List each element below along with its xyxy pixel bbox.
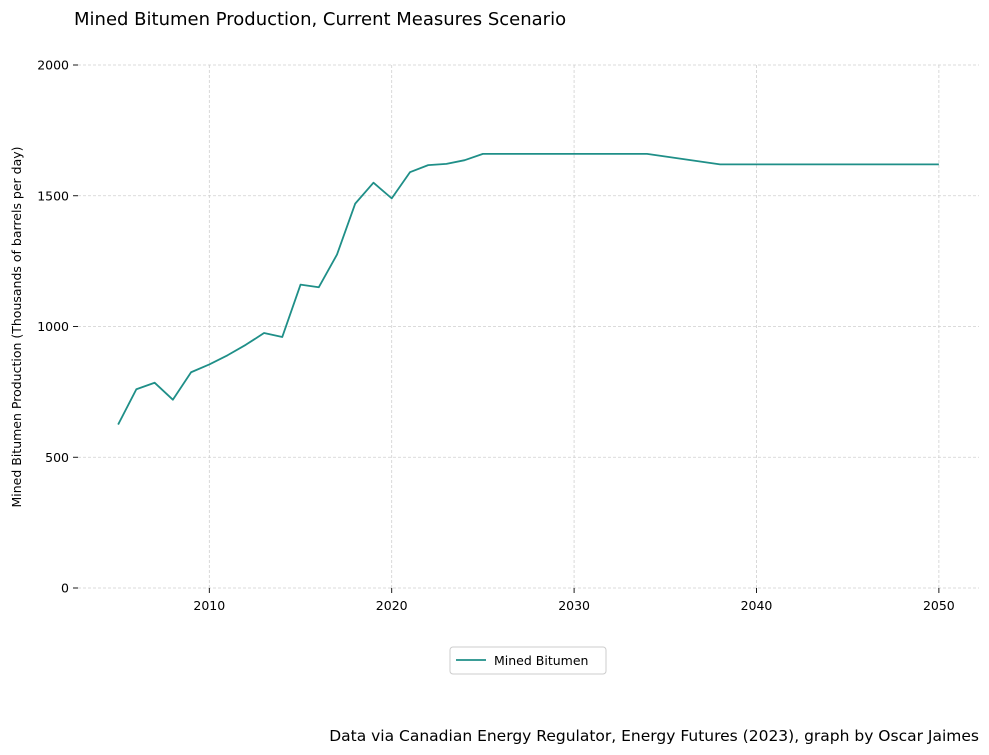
axes: 0 500 1000 1500 2000 2010 2020 2030 2040 2050	[37, 58, 955, 614]
x-tick-label-2030: 2030	[558, 598, 590, 613]
x-tick-label-2010: 2010	[193, 598, 225, 613]
legend-label-mined-bitumen: Mined Bitumen	[494, 653, 588, 668]
legend: Mined Bitumen	[449, 646, 607, 675]
y-tick-label-1500: 1500	[37, 188, 69, 203]
y-tick-label-500: 500	[45, 450, 69, 465]
source-note: Data via Canadian Energy Regulator, Ener…	[329, 727, 979, 745]
grid	[78, 64, 979, 589]
series-line-mined-bitumen	[117, 153, 939, 425]
y-axis-label: Mined Bitumen Production (Thousands of b…	[9, 146, 24, 507]
x-tick-label-2020: 2020	[376, 598, 408, 613]
legend-box	[449, 646, 607, 675]
series-layer	[117, 153, 939, 425]
y-tick-label-1000: 1000	[37, 319, 69, 334]
y-tick-label-2000: 2000	[37, 58, 69, 73]
chart-title: Mined Bitumen Production, Current Measur…	[74, 9, 566, 30]
y-tick-label-0: 0	[61, 581, 69, 596]
x-tick-label-2050: 2050	[923, 598, 955, 613]
x-tick-label-2040: 2040	[741, 598, 773, 613]
